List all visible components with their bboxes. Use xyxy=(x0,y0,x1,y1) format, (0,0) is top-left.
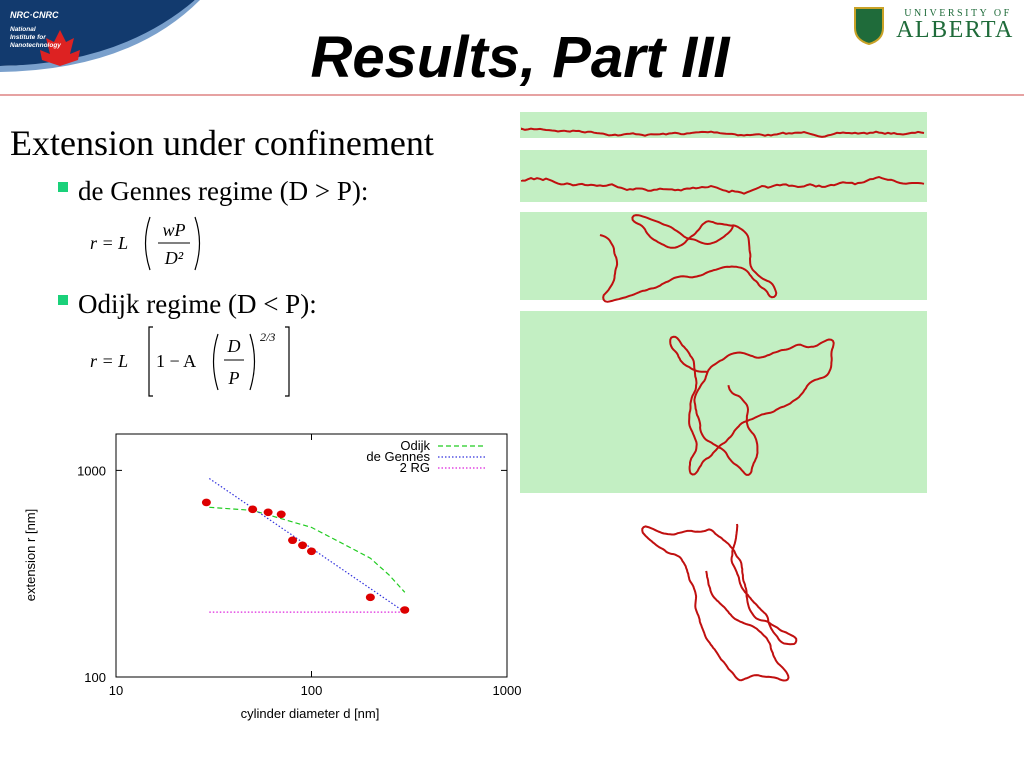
bullet-text: de Gennes regime (D > P): xyxy=(78,176,368,206)
polymer-chain xyxy=(669,335,835,476)
data-point xyxy=(288,536,298,545)
nrc-logo-swoosh xyxy=(0,0,200,72)
formula-num: wP xyxy=(162,220,185,240)
heading: Extension under confinement xyxy=(10,123,434,163)
maple-leaf xyxy=(40,30,80,66)
bullet-text: Odijk regime (D < P): xyxy=(78,289,317,319)
formula: r = L 1 − A D P 2/3 xyxy=(90,326,290,397)
formula-inner: 1 − A xyxy=(156,351,196,371)
y-tick-label: 100 xyxy=(84,670,106,685)
nrc-sub: Institute for xyxy=(10,34,46,41)
legend-label: de Gennes xyxy=(366,449,430,464)
polymer-chain xyxy=(641,523,798,682)
nrc-logo-bg xyxy=(0,0,195,66)
x-tick-label: 10 xyxy=(109,683,123,698)
formula-lhs: r = L xyxy=(90,233,128,253)
y-tick-label: 1000 xyxy=(77,463,106,478)
data-point xyxy=(400,606,410,614)
data-point xyxy=(298,541,308,550)
legend-label: Odijk xyxy=(400,438,430,453)
data-point xyxy=(365,593,375,602)
y-axis-label: extension r [nm] xyxy=(23,509,38,602)
ua-line2: ALBERTA xyxy=(896,17,1014,43)
data-point xyxy=(307,547,316,556)
formula-den: D² xyxy=(164,248,184,268)
data-point xyxy=(248,505,258,514)
x-axis-label: cylinder diameter d [nm] xyxy=(241,706,380,721)
x-tick-label: 1000 xyxy=(493,683,522,698)
chart: extension r [nm] cylinder diameter d [nm… xyxy=(23,433,522,721)
bracket xyxy=(148,326,153,397)
slide-title: Results, Part III xyxy=(310,25,731,90)
polymer-chain xyxy=(521,175,925,195)
data-point xyxy=(263,508,273,517)
polymer-chain xyxy=(521,127,925,138)
series-line xyxy=(208,478,406,613)
bullet-marker xyxy=(58,182,68,192)
image-panel xyxy=(520,150,927,202)
paren xyxy=(249,333,256,391)
nrc-name: NRC·CNRC xyxy=(10,10,59,20)
formula-lhs: r = L xyxy=(90,351,128,371)
bracket xyxy=(285,326,290,397)
data-point xyxy=(201,498,211,507)
image-panel xyxy=(520,212,927,300)
paren xyxy=(144,216,151,271)
paren xyxy=(194,216,201,271)
polymer-chain xyxy=(599,214,778,303)
ua-crest xyxy=(854,7,884,46)
data-point xyxy=(276,510,286,519)
bullet-marker xyxy=(58,295,68,305)
formula-num: D xyxy=(227,336,241,356)
ua-line1: UNIVERSITY OF xyxy=(904,8,1011,19)
formula: r = L wP D² xyxy=(90,216,201,271)
image-panel xyxy=(520,311,927,493)
formula-exp: 2/3 xyxy=(260,330,275,344)
x-tick-label: 100 xyxy=(301,683,323,698)
legend-label: 2 RG xyxy=(400,460,430,475)
polymer-images xyxy=(521,127,925,682)
formula-den: P xyxy=(228,368,240,388)
paren xyxy=(212,333,219,391)
nrc-sub: National xyxy=(10,26,36,33)
nrc-sub: Nanotechnology xyxy=(10,42,61,49)
